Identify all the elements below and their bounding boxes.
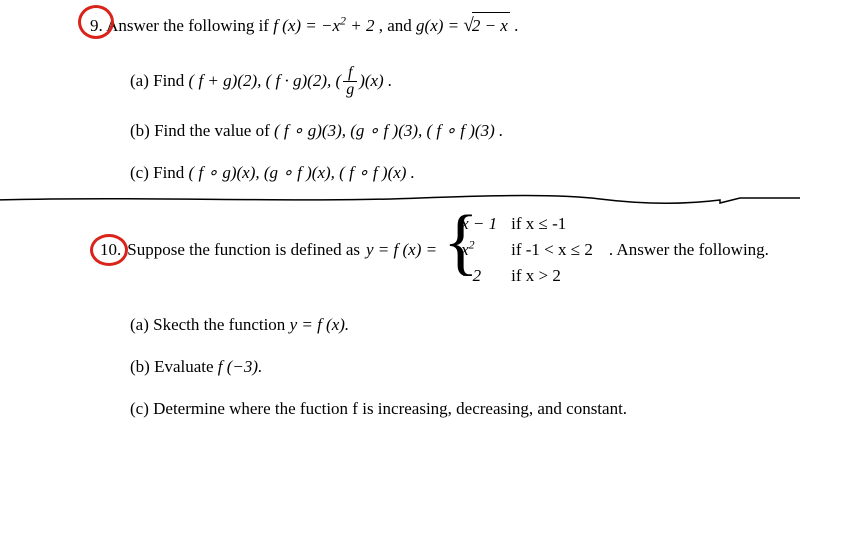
q9-period: . (514, 16, 518, 35)
q9c-expr: ( f ∘ g)(x), (g ∘ f )(x), ( f ∘ f )(x) . (189, 163, 415, 182)
q9b-expr: ( f ∘ g)(3), (g ∘ f )(3), ( f ∘ f )(3) . (274, 121, 503, 140)
sqrt-icon: √2 − x (463, 12, 509, 41)
q9c-label: (c) Find (130, 163, 189, 182)
q9-number-wrap: 9. (90, 13, 103, 39)
q10-trail: . Answer the following. (609, 240, 769, 260)
q9-gdef-rad: 2 − x (472, 12, 510, 39)
q10a-label: (a) Skecth the function (130, 315, 290, 334)
q9a-frac-den: g (343, 82, 357, 99)
q9-fdef-rhs: −x (321, 16, 340, 35)
q10-intro: Suppose the function is defined as (127, 240, 360, 260)
q10c-text: (c) Determine where the fuction f is inc… (130, 399, 627, 418)
q9-part-c: (c) Find ( f ∘ g)(x), (g ∘ f )(x), ( f ∘… (130, 163, 816, 183)
divider-svg (0, 191, 856, 211)
piecewise-row: x − 1 if x ≤ -1 (457, 211, 603, 237)
divider-line-icon (60, 191, 816, 211)
q9a-e3: (fg)(x) . (336, 71, 393, 90)
q9a-e1: ( f + g)(2), (189, 71, 266, 90)
q10-part-b: (b) Evaluate f (−3). (130, 357, 816, 377)
piecewise-row: −2 if x > 2 (457, 263, 603, 289)
page-content: 9. Answer the following if f (x) = −x2 +… (0, 0, 856, 453)
q9-intro-prefix: Answer the following if (106, 16, 273, 35)
brace-icon: { (443, 205, 479, 279)
piecewise-block: { x − 1 if x ≤ -1 x2 if -1 < x ≤ 2 −2 if… (443, 211, 603, 289)
pw-r3-r: if x > 2 (507, 263, 603, 289)
q10-header: 10. Suppose the function is defined as y… (130, 211, 816, 289)
q9-gdef-lhs: g(x) = (416, 16, 463, 35)
q9-gdef: g(x) = √2 − x (416, 16, 514, 35)
q10b-math: f (−3). (218, 357, 263, 376)
pw-r1-r: if x ≤ -1 (507, 211, 603, 237)
piecewise-table: x − 1 if x ≤ -1 x2 if -1 < x ≤ 2 −2 if x… (457, 211, 603, 289)
q10b-label: (b) Evaluate (130, 357, 218, 376)
q9-number: 9. (90, 16, 103, 35)
q10a-math: y = f (x). (290, 315, 350, 334)
q9a-e2: ( f · g)(2), (266, 71, 336, 90)
q9b-label: (b) Find the value of (130, 121, 274, 140)
q9-part-b: (b) Find the value of ( f ∘ g)(3), (g ∘ … (130, 121, 816, 141)
q9a-e3-tail: )(x) . (359, 71, 392, 90)
q9-part-a: (a) Find ( f + g)(2), ( f · g)(2), (fg)(… (130, 65, 816, 100)
piecewise-row: x2 if -1 < x ≤ 2 (457, 237, 603, 263)
q9-header: 9. Answer the following if f (x) = −x2 +… (90, 12, 816, 41)
q9-and: , and (379, 16, 416, 35)
q10-yeq: y = f (x) = (366, 240, 437, 260)
pw-r2-r: if -1 < x ≤ 2 (507, 237, 603, 263)
q10-number: 10. (100, 240, 121, 259)
q10-part-a: (a) Skecth the function y = f (x). (130, 315, 816, 335)
q9-fdef-lhs: f (x) = (273, 16, 317, 35)
q9-fdef: f (x) = −x2 + 2 (273, 16, 379, 35)
fraction-icon: fg (343, 65, 357, 100)
q9a-frac-num: f (343, 65, 357, 83)
q10-part-c: (c) Determine where the fuction f is inc… (130, 399, 816, 419)
q9-fdef-tail: + 2 (346, 16, 374, 35)
q9a-label: (a) Find (130, 71, 189, 90)
q10-number-wrap: 10. (100, 240, 121, 260)
